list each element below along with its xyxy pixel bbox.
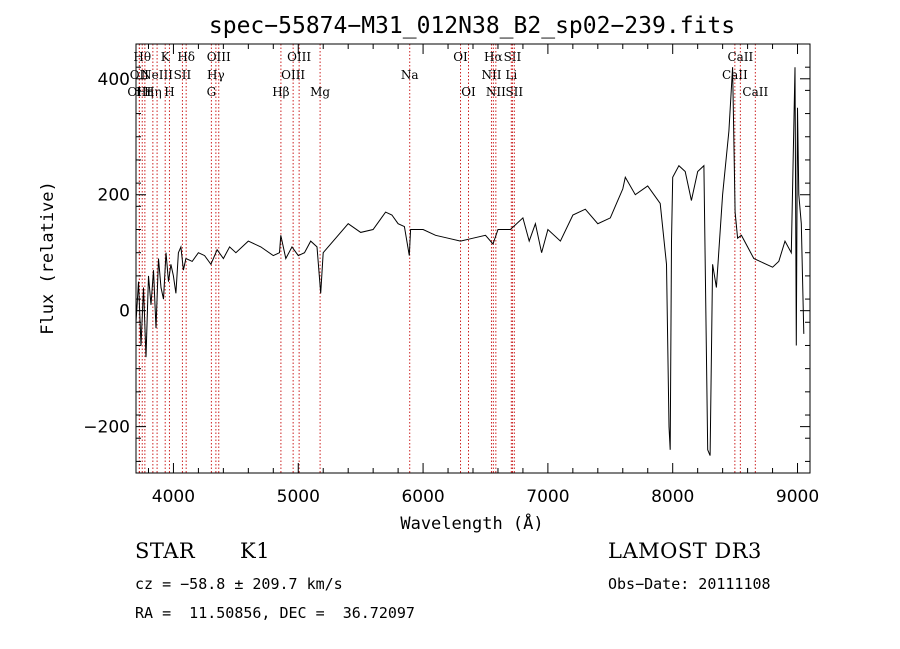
line-marker-label: Hδ [177, 50, 195, 64]
observation-date: Obs−Date: 20111108 [608, 575, 771, 593]
x-axis-label: Wavelength (Å) [400, 512, 543, 534]
x-tick-label: 5000 [277, 487, 320, 507]
y-axis-label: Flux (relative) [38, 181, 58, 335]
coordinates: RA = 11.50856, DEC = 36.72097 [135, 604, 415, 622]
line-marker-label: G [207, 85, 217, 99]
line-marker-label: OIII [287, 50, 311, 64]
line-marker-label: Mg [310, 85, 330, 99]
y-tick-label: 400 [98, 70, 130, 90]
line-marker-label: Hγ [207, 68, 225, 82]
line-marker-label: Hβ [272, 85, 289, 99]
redshift-cz: cz = −58.8 ± 209.7 km/s [135, 575, 343, 593]
survey-name: LAMOST DR3 [608, 539, 762, 563]
line-marker-label: CaII [727, 50, 753, 64]
spectral-line-markers: HθOIIOIIIHηHηNeIIIKHSIIHδGHγOIIIHβOIIIOI… [127, 44, 768, 473]
x-tick-label: 8000 [651, 487, 694, 507]
line-marker-label: Hθ [133, 50, 151, 64]
x-tick-label: 7000 [526, 487, 569, 507]
line-marker-label: SII [505, 85, 523, 99]
line-marker-label: K [161, 50, 171, 64]
line-marker-label: OI [453, 50, 468, 64]
line-marker-label: Hα [484, 50, 503, 64]
line-marker-label: SII [504, 50, 522, 64]
y-tick-label: 0 [119, 302, 130, 322]
x-tick-label: 6000 [401, 487, 444, 507]
x-tick-label: 4000 [152, 487, 195, 507]
chart-title: spec−55874−M31_012N38_B2_sp02−239.fits [209, 13, 735, 39]
object-subclass: K1 [240, 539, 271, 563]
line-marker-label: SII [174, 68, 192, 82]
line-marker-label: OIII [127, 85, 151, 99]
line-marker-label: Li [505, 68, 517, 82]
plot-frame [135, 43, 811, 474]
object-class: STAR [135, 539, 196, 563]
line-marker-label: CaII [722, 68, 748, 82]
line-marker-label: OI [461, 85, 476, 99]
line-marker-label: OIII [207, 50, 231, 64]
line-marker-label: Na [401, 68, 419, 82]
y-tick-label: −200 [83, 418, 130, 438]
line-marker-label: Hη [144, 85, 162, 99]
line-marker-label: Hη [136, 85, 154, 99]
line-marker-label: NeIII [141, 68, 173, 82]
line-marker-label: OIII [281, 68, 305, 82]
x-tick-label: 9000 [776, 487, 819, 507]
y-tick-label: 200 [98, 186, 130, 206]
x-axis-ticks: 4000 5000 6000 7000 8000 9000 [147, 44, 819, 507]
spectrum-line [135, 67, 805, 456]
line-marker-label: NII [486, 85, 506, 99]
line-marker-label: NII [481, 68, 501, 82]
line-marker-label: CaII [742, 85, 768, 99]
line-marker-label: H [164, 85, 174, 99]
y-axis-ticks: −200 0 200 400 [83, 66, 810, 462]
